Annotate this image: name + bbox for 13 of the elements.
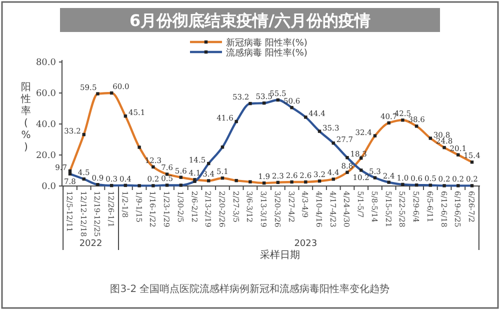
legend-label: 流感病毒 阳性率(%) bbox=[226, 48, 308, 58]
y-axis-title: 阳性率(%) bbox=[20, 82, 31, 153]
text: 2022 bbox=[79, 239, 102, 249]
y-tick-label: 40.0 bbox=[36, 120, 56, 130]
legend-label: 新冠病毒 阳性率(%) bbox=[226, 38, 308, 48]
y-tick-label: 60.0 bbox=[36, 89, 56, 99]
y-tick-label: 20.0 bbox=[36, 151, 56, 161]
y-tick-label: 0.0 bbox=[42, 182, 56, 192]
y-tick-label: 80.0 bbox=[36, 58, 56, 68]
caption: 图3-2 全国哨点医院流感样病例新冠和流感病毒阳性率变化趋势 bbox=[110, 283, 390, 295]
x-axis-title: 采样日期 bbox=[260, 249, 300, 261]
chart-title: 6月份彻底结束疫情/六月份的疫情 bbox=[130, 11, 370, 30]
text: 2023 bbox=[294, 239, 318, 249]
